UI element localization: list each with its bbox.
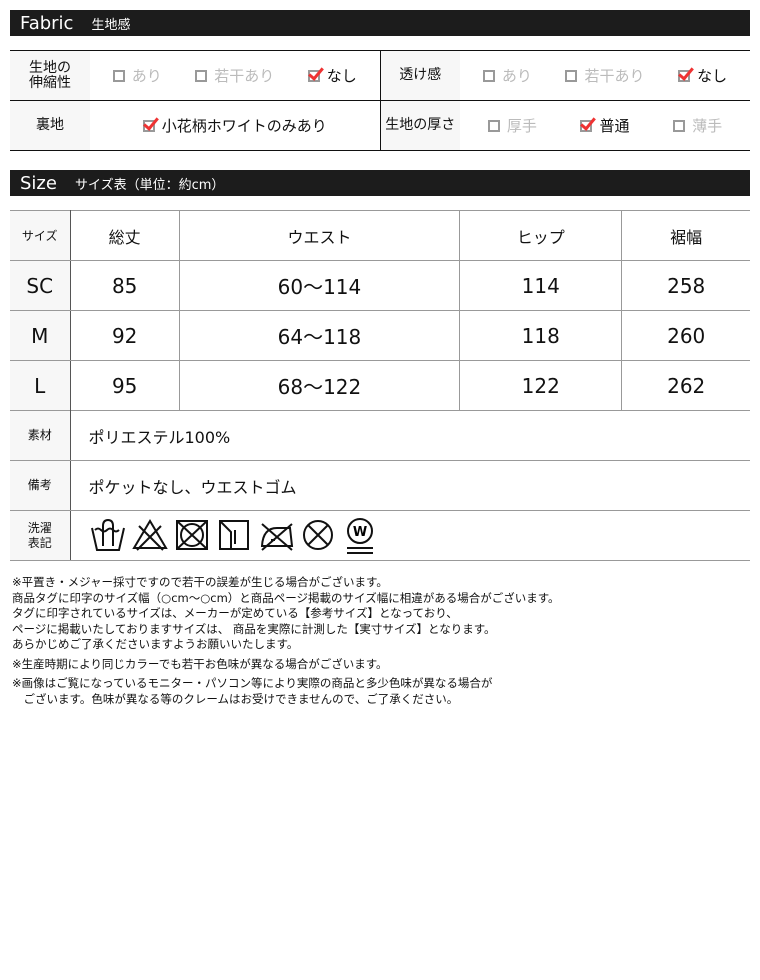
- option-label: 若干あり: [214, 67, 275, 85]
- size-cell: 60～114: [179, 260, 461, 311]
- option-checkbox[interactable]: なし: [307, 65, 357, 86]
- checked-box-icon: [142, 119, 155, 132]
- table-row: L 95 68～122 122 262: [10, 360, 750, 411]
- option-label: 小花柄ホワイトのみあり: [161, 117, 327, 135]
- note-line: ※平置き・メジャー採寸ですので若干の誤差が生じる場合がございます。: [12, 575, 388, 589]
- size-label: M: [10, 310, 71, 361]
- size-header: Size サイズ表（単位：約cm）: [10, 170, 750, 196]
- material-label: 素材: [10, 410, 71, 461]
- option-checkbox[interactable]: 若干あり: [565, 65, 644, 86]
- size-cell: 258: [621, 260, 750, 311]
- option-label: あり: [131, 67, 162, 85]
- option-checkbox[interactable]: なし: [678, 65, 727, 86]
- checked-box-icon: [307, 69, 320, 82]
- size-cell: 95: [70, 360, 180, 411]
- size-label: SC: [10, 260, 71, 311]
- checked-box-icon: [678, 69, 691, 82]
- fabric-options: あり 若干あり なし: [460, 50, 750, 101]
- size-cell: 260: [621, 310, 750, 361]
- size-cell: 68～122: [179, 360, 461, 411]
- notes: ※平置き・メジャー採寸ですので若干の誤差が生じる場合がございます。 商品タグに印字…: [12, 575, 560, 707]
- note-line: 商品タグに印字のサイズ幅（○cm～○cm）と商品ページ掲載のサイズ幅に相違がある…: [12, 590, 560, 605]
- column-header: 裾幅: [621, 210, 750, 261]
- option-checkbox[interactable]: 薄手: [673, 115, 722, 136]
- size-cell: 114: [459, 260, 623, 311]
- column-header: サイズ: [10, 210, 71, 261]
- size-label: L: [10, 360, 71, 411]
- hand-wash-icon: [90, 518, 125, 551]
- fabric-subtitle: 生地感: [91, 17, 131, 33]
- column-header: 総丈: [70, 210, 180, 261]
- size-header-row: サイズ 総丈 ウエスト ヒップ 裾幅: [10, 210, 750, 261]
- fabric-label: 透け感: [380, 50, 460, 101]
- table-row: M 92 64～118 118 260: [10, 310, 750, 361]
- svg-text:W: W: [352, 525, 366, 540]
- remarks-row: 備考 ポケットなし、ウエストゴム: [10, 460, 750, 511]
- fabric-label: 裏地: [10, 100, 90, 151]
- column-header: ヒップ: [459, 210, 623, 261]
- note-line: タグに印字されているサイズは、メーカーが定めている【参考サイズ】となっており、: [12, 606, 458, 620]
- wash-icons: W: [71, 516, 751, 556]
- size-cell: 122: [459, 360, 623, 411]
- note-line: ※画像はご覧になっているモニター・パソコン等により実際の商品と多少色味が異なる場…: [12, 676, 493, 690]
- option-checkbox[interactable]: 厚手: [487, 115, 537, 136]
- no-tumble-dry-icon: [175, 519, 208, 550]
- fabric-title: Fabric: [20, 12, 74, 34]
- fabric-options: 厚手 普通 薄手: [460, 100, 750, 151]
- option-checkbox[interactable]: 普通: [580, 115, 629, 136]
- info-table: 素材 ポリエステル100% 備考 ポケットなし、ウエストゴム 洗濯 表記 W: [10, 410, 750, 561]
- wash-row: 洗濯 表記 W: [10, 510, 751, 561]
- option-label: 厚手: [506, 117, 537, 135]
- checkbox-icon: [112, 69, 125, 82]
- option-label: なし: [697, 67, 728, 85]
- fabric-label: 生地の 伸縮性: [10, 50, 90, 101]
- note-line: ※生産時期により同じカラーでも若干お色味が異なる場合がございます。: [12, 656, 388, 671]
- size-table: サイズ 総丈 ウエスト ヒップ 裾幅 SC 85 60～114 114 258 M 92 64～118 1…: [10, 210, 750, 411]
- note-line: ページに掲載いたしておりますサイズは、 商品を実際に計測した【実寸サイズ】となり…: [12, 621, 496, 636]
- size-cell: 118: [459, 310, 623, 361]
- checkbox-icon: [482, 69, 495, 82]
- line-dry-shade-icon: [218, 519, 249, 550]
- option-label: 普通: [599, 117, 630, 135]
- note-line: あらかじめご了承くださいますようお願いいたします。: [12, 637, 299, 651]
- fabric-row: 生地の 伸縮性 あり 若干あり なし 透け感 あり 若干あり なし: [10, 50, 750, 101]
- fabric-row: 裏地 小花柄ホワイトのみあり 生地の厚さ 厚手 普通 薄手: [10, 100, 750, 151]
- option-label: なし: [326, 67, 357, 85]
- fabric-options: 小花柄ホワイトのみあり: [90, 100, 381, 151]
- size-subtitle: サイズ表（単位：約cm）: [74, 177, 225, 193]
- checkbox-icon: [195, 69, 208, 82]
- size-cell: 64～118: [179, 310, 461, 361]
- option-checkbox[interactable]: 小花柄ホワイトのみあり: [142, 115, 327, 136]
- option-label: 若干あり: [584, 67, 645, 85]
- remarks-label: 備考: [10, 460, 71, 511]
- option-label: 薄手: [692, 117, 723, 135]
- size-cell: 92: [70, 310, 180, 361]
- option-checkbox[interactable]: あり: [112, 65, 162, 86]
- size-cell: 85: [70, 260, 180, 311]
- fabric-table: 生地の 伸縮性 あり 若干あり なし 透け感 あり 若干あり なし裏地 小花柄ホワイトのみあり 生…: [10, 50, 750, 151]
- no-bleach-icon: [131, 518, 168, 551]
- no-dry-clean-icon: [302, 519, 333, 550]
- size-cell: 262: [621, 360, 750, 411]
- fabric-header: Fabric 生地感: [10, 10, 750, 36]
- note-line: ございます。色味が異なる等のクレームはお受けできませんので、ご了承ください。: [12, 691, 459, 706]
- material-row: 素材 ポリエステル100%: [10, 410, 750, 461]
- checkbox-icon: [487, 119, 500, 132]
- column-header: ウエスト: [179, 210, 461, 261]
- wash-label: 洗濯 表記: [10, 510, 71, 561]
- size-title: Size: [20, 172, 57, 194]
- checkbox-icon: [565, 69, 578, 82]
- option-checkbox[interactable]: 若干あり: [195, 65, 274, 86]
- material-value: ポリエステル100%: [70, 410, 750, 461]
- table-row: SC 85 60～114 114 258: [10, 260, 750, 311]
- fabric-label: 生地の厚さ: [380, 100, 460, 151]
- option-label: あり: [501, 67, 532, 85]
- checked-box-icon: [580, 119, 593, 132]
- wet-clean-gentle-icon: W: [346, 517, 373, 554]
- checkbox-icon: [673, 119, 686, 132]
- remarks-value: ポケットなし、ウエストゴム: [70, 460, 750, 511]
- no-iron-icon: [260, 522, 293, 551]
- fabric-options: あり 若干あり なし: [90, 50, 381, 101]
- option-checkbox[interactable]: あり: [482, 65, 532, 86]
